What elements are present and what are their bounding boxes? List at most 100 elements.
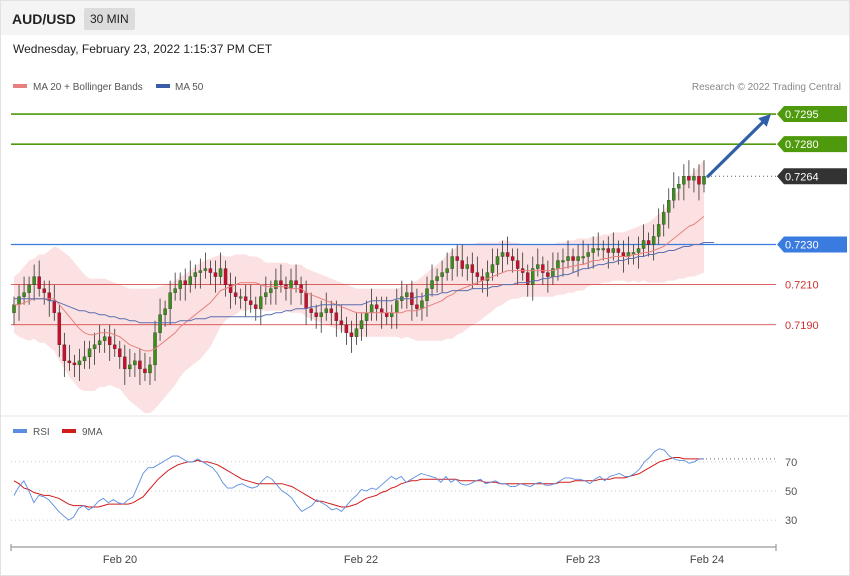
ma20-legend-label: MA 20 + Bollinger Bands xyxy=(33,82,143,93)
candle-body xyxy=(586,252,590,257)
candle-body xyxy=(369,304,374,313)
candle-body xyxy=(651,236,656,245)
candle-body xyxy=(148,364,152,374)
candle-body xyxy=(470,264,475,273)
candle-body xyxy=(349,332,354,337)
candle-body xyxy=(223,268,228,285)
rsi-panel: 30 50 70 xyxy=(11,448,797,527)
candle-body xyxy=(526,272,530,285)
candle-body xyxy=(354,328,359,337)
candle-body xyxy=(77,360,82,366)
x-tick-label: Feb 22 xyxy=(344,554,378,566)
candle-body xyxy=(702,176,706,185)
candle-body xyxy=(556,260,560,269)
level-tag-0.7280 xyxy=(777,136,847,153)
ma20-line xyxy=(14,216,705,352)
candle-body xyxy=(485,272,490,281)
candle-body xyxy=(163,308,167,315)
candle-body xyxy=(384,312,389,317)
candle-body xyxy=(395,300,399,313)
candle-body xyxy=(440,272,444,277)
rsi-legend-label: RSI xyxy=(33,427,50,438)
candle-body xyxy=(420,300,424,309)
timeframe-button[interactable]: 30 MIN xyxy=(84,8,135,30)
candle-body xyxy=(677,184,681,189)
candle-body xyxy=(203,268,208,271)
candle-body xyxy=(546,272,550,277)
candle-body xyxy=(596,248,600,251)
copyright-label: Research © 2022 Trading Central xyxy=(692,82,841,93)
candle-body xyxy=(198,270,203,273)
candle-body xyxy=(672,188,676,201)
candle-body xyxy=(646,240,651,245)
candle-body xyxy=(42,288,46,293)
rsi-legend-swatch xyxy=(13,429,27,433)
candle-body xyxy=(339,320,344,325)
candle-body xyxy=(57,312,62,345)
candle-body xyxy=(641,240,646,249)
candle-body xyxy=(82,356,87,362)
level-label-0.7210: 0.7210 xyxy=(785,280,819,292)
candle-body xyxy=(566,256,570,261)
price-panel: 0.7295 0.7280 0.7264 0.7230 0.7210 0.7190 xyxy=(11,106,847,414)
ma20-legend-swatch xyxy=(13,84,27,88)
x-tick-label: Feb 24 xyxy=(690,554,724,566)
candle-body xyxy=(344,324,349,333)
candle-body xyxy=(621,252,626,257)
rsi-ma-line xyxy=(13,457,704,508)
candle-body xyxy=(279,280,283,285)
candle-body xyxy=(515,260,520,269)
candle-body xyxy=(183,280,187,285)
candle-body xyxy=(62,344,67,362)
candle-body xyxy=(495,256,500,265)
candle-body xyxy=(259,296,263,309)
candle-body xyxy=(581,256,585,259)
candle-body xyxy=(510,256,515,261)
x-axis: Feb 20 Feb 22 Feb 23 Feb 24 xyxy=(10,544,777,566)
candle-body xyxy=(500,252,505,257)
candle-body xyxy=(118,348,122,358)
candle-body xyxy=(138,360,142,370)
candle-body xyxy=(430,280,434,289)
candle-body xyxy=(294,280,298,285)
candle-body xyxy=(531,268,535,285)
candle-body xyxy=(22,292,26,297)
candle-body xyxy=(450,256,454,269)
candle-body xyxy=(193,272,198,277)
candle-body xyxy=(228,284,233,293)
candle-body xyxy=(128,364,132,370)
candle-body xyxy=(631,252,636,255)
candle-body xyxy=(32,276,36,285)
candle-body xyxy=(264,292,268,297)
candle-body xyxy=(188,276,192,285)
candle-body xyxy=(379,308,384,313)
ma50-legend-label: MA 50 xyxy=(175,82,204,93)
candle-body xyxy=(465,264,469,269)
candle-body xyxy=(289,280,293,289)
level-label-0.7295: 0.7295 xyxy=(785,109,819,121)
candle-body xyxy=(37,276,41,289)
header-bar: AUD/USD 30 MIN xyxy=(1,1,849,35)
level-tag-0.7295 xyxy=(777,106,847,123)
candle-body xyxy=(72,362,77,366)
level-label-0.7190: 0.7190 xyxy=(785,320,819,332)
candle-body xyxy=(374,304,379,309)
candle-body xyxy=(505,252,510,257)
candle-body xyxy=(213,272,218,277)
symbol-title: AUD/USD xyxy=(12,11,76,27)
candle-body xyxy=(591,248,595,253)
candle-body xyxy=(455,256,459,261)
candle-body xyxy=(274,280,278,289)
candle-body xyxy=(536,264,540,269)
candle-body xyxy=(687,176,691,181)
candle-body xyxy=(243,296,248,301)
rsi-ma-legend-swatch xyxy=(62,429,76,433)
candle-body xyxy=(636,248,641,253)
candle-body xyxy=(314,312,318,317)
rsi-ma-legend-label: 9MA xyxy=(82,427,103,438)
candle-body xyxy=(435,276,439,281)
candle-body xyxy=(249,300,253,305)
candle-body xyxy=(661,212,666,225)
candle-body xyxy=(390,312,394,317)
candle-body xyxy=(17,296,21,305)
